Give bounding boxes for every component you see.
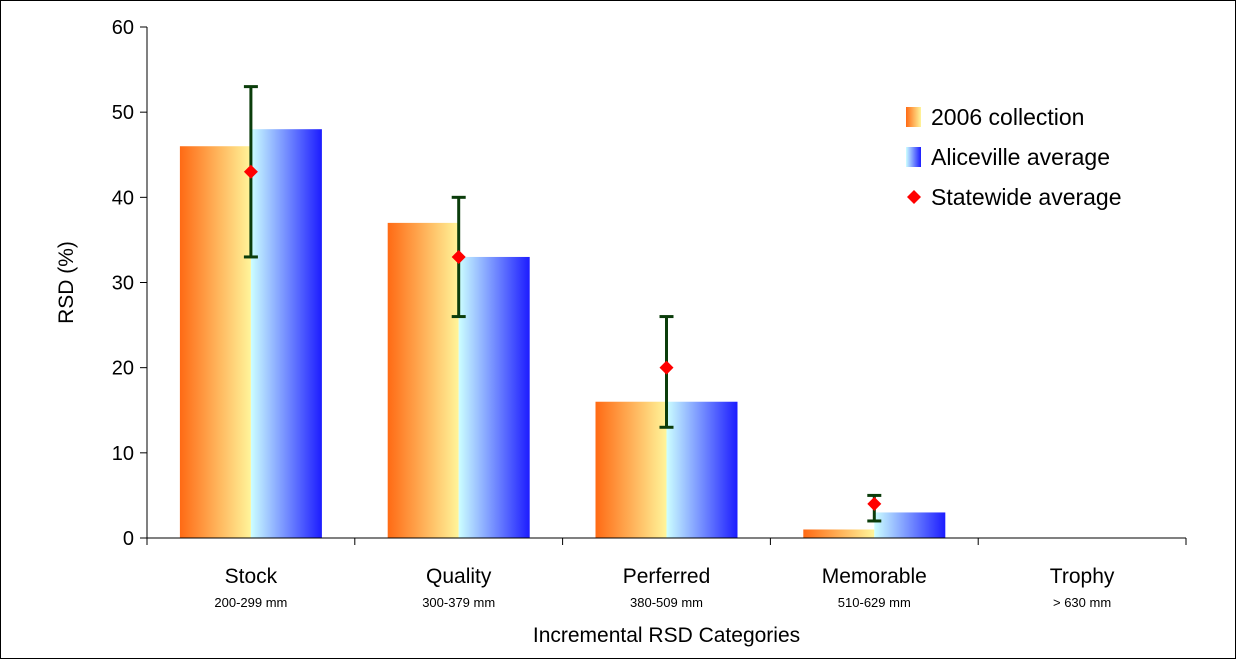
y-tick-label: 20 [112, 358, 134, 380]
y-tick-label: 30 [112, 273, 134, 295]
category-label: Memorable [822, 565, 927, 588]
bar-aliceville-average-memorable [874, 512, 946, 538]
category-range-label: 380-509 mm [630, 595, 703, 610]
legend-label: Aliceville average [931, 144, 1110, 170]
y-tick-label: 60 [112, 17, 134, 39]
category-label: Perferred [623, 565, 711, 588]
error-bars-layer [243, 85, 882, 523]
legend-swatch-1 [906, 147, 921, 167]
legend: 2006 collection Aliceville average Statewi… [906, 104, 1122, 210]
category-range-label: 300-379 mm [422, 595, 495, 610]
category-range-label: > 630 mm [1053, 595, 1111, 610]
category-range-label: 200-299 mm [214, 595, 287, 610]
y-tick-label: 0 [123, 528, 134, 550]
bar-2006-collection-perferred [595, 401, 667, 538]
x-axis-title: Incremental RSD Categories [533, 624, 800, 647]
bar-aliceville-average-quality [458, 256, 530, 538]
y-tick-label: 50 [112, 102, 134, 124]
legend-label: Statewide average [931, 184, 1122, 210]
statewide-point-memorable [867, 496, 882, 511]
statewide-point-quality [451, 249, 466, 264]
bar-2006-collection-stock [179, 146, 251, 538]
bar-2006-collection-quality [387, 222, 459, 538]
category-range-label: 510-629 mm [838, 595, 911, 610]
bar-aliceville-average-perferred [666, 401, 738, 538]
category-label: Trophy [1050, 565, 1115, 588]
bar-2006-collection-memorable [803, 529, 875, 538]
axes-layer [140, 26, 1187, 545]
y-axis-title: RSD (%) [55, 241, 78, 324]
y-tick-label: 10 [112, 443, 134, 465]
legend-marker-statewide [907, 190, 921, 204]
labels-layer: 0 10 20 30 40 50 60 Stock 200-299 mm Quality 300-3… [55, 17, 1115, 647]
y-tick-label: 40 [112, 187, 134, 209]
category-label: Quality [426, 565, 492, 588]
legend-swatch-0 [906, 107, 921, 127]
statewide-point-stock [243, 164, 258, 179]
category-label: Stock [225, 565, 278, 588]
bars-layer [179, 129, 946, 538]
statewide-point-perferred [659, 360, 674, 375]
bar-aliceville-average-stock [250, 129, 322, 538]
legend-label: 2006 collection [931, 104, 1084, 130]
